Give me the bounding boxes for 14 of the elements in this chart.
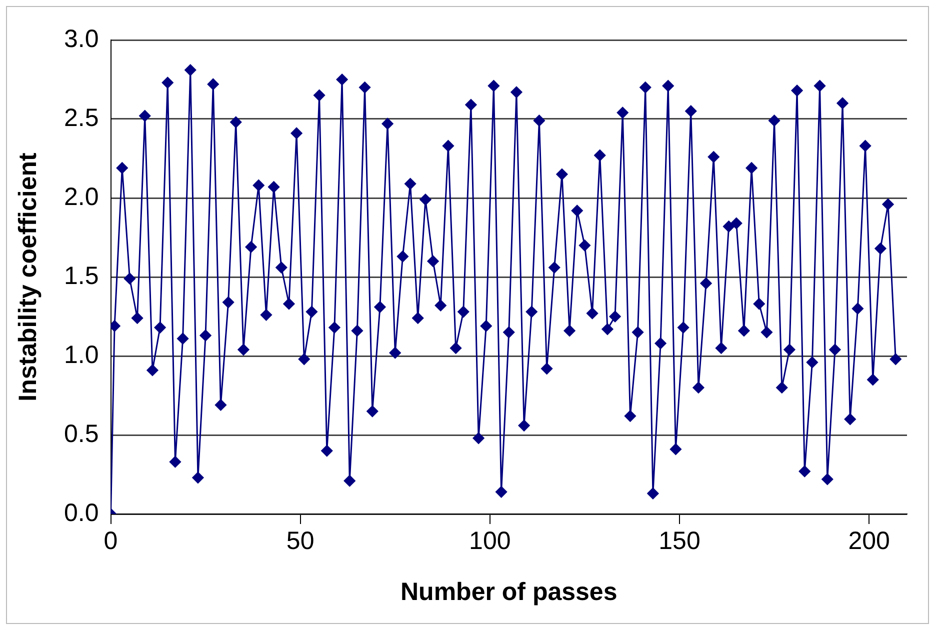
y-tick-label: 0.0 <box>64 498 99 527</box>
y-tick-label: 3.0 <box>64 24 99 53</box>
y-tick-label: 2.0 <box>64 182 99 211</box>
x-axis-title: Number of passes <box>400 578 618 606</box>
y-tick-label: 1.5 <box>64 262 99 290</box>
x-tick-label: 50 <box>286 526 314 555</box>
y-axis-title: Instability coefficient <box>14 152 42 402</box>
x-tick-label: 0 <box>104 526 118 555</box>
y-tick-label: 1.0 <box>64 340 99 369</box>
y-tick-label: 2.5 <box>64 104 99 132</box>
y-tick-label: 0.5 <box>64 420 99 448</box>
x-tick-label: 150 <box>658 526 700 555</box>
x-tick-label: 100 <box>469 526 511 555</box>
x-tick-label: 200 <box>848 526 890 555</box>
